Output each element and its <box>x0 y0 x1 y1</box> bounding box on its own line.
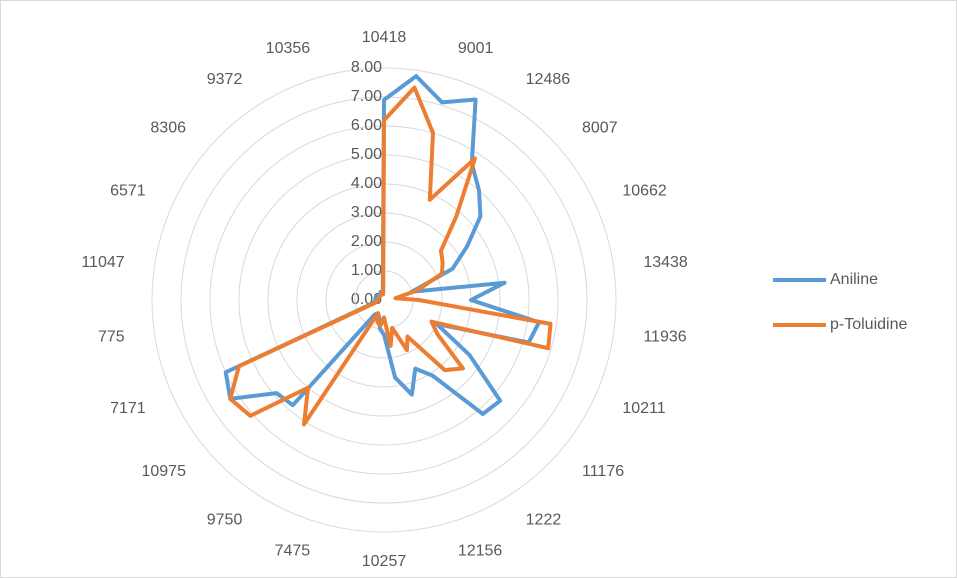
category-label: 7171 <box>110 400 146 417</box>
category-label: 10662 <box>622 182 667 199</box>
category-label: 10975 <box>141 463 186 480</box>
category-label: 10211 <box>622 400 665 417</box>
category-label: 10257 <box>362 553 407 570</box>
category-label: 10356 <box>266 40 311 57</box>
r-tick-label: 6.00 <box>351 117 382 134</box>
r-tick-label: 5.00 <box>351 146 382 163</box>
category-label: 12486 <box>526 71 571 88</box>
grid-circle <box>180 96 588 504</box>
category-label: 9372 <box>207 71 243 88</box>
r-tick-label: 1.00 <box>351 262 382 279</box>
category-label: 8306 <box>150 120 186 137</box>
r-tick-label: 7.00 <box>351 88 382 105</box>
r-tick-label: 3.00 <box>351 204 382 221</box>
category-label: 8007 <box>582 120 618 137</box>
category-label: 11176 <box>582 463 624 480</box>
series-line <box>228 85 553 427</box>
category-label: 9750 <box>207 512 243 529</box>
r-tick-label: 2.00 <box>351 233 382 250</box>
category-label: 1222 <box>526 512 562 529</box>
category-label: 13438 <box>643 254 688 271</box>
legend-label: p-Toluidine <box>830 316 907 333</box>
grid-circle <box>151 67 617 533</box>
category-label: 11936 <box>643 329 686 346</box>
category-label: 7475 <box>275 543 311 560</box>
r-tick-label: 8.00 <box>351 59 382 76</box>
category-label: 11047 <box>81 254 124 271</box>
category-label: 775 <box>98 329 125 346</box>
legend-label: Aniline <box>830 271 878 288</box>
category-label: 9001 <box>458 40 494 57</box>
category-label: 10418 <box>362 29 407 46</box>
category-label: 12156 <box>458 543 503 560</box>
category-label: 6571 <box>110 182 146 199</box>
r-tick-label: 4.00 <box>351 175 382 192</box>
